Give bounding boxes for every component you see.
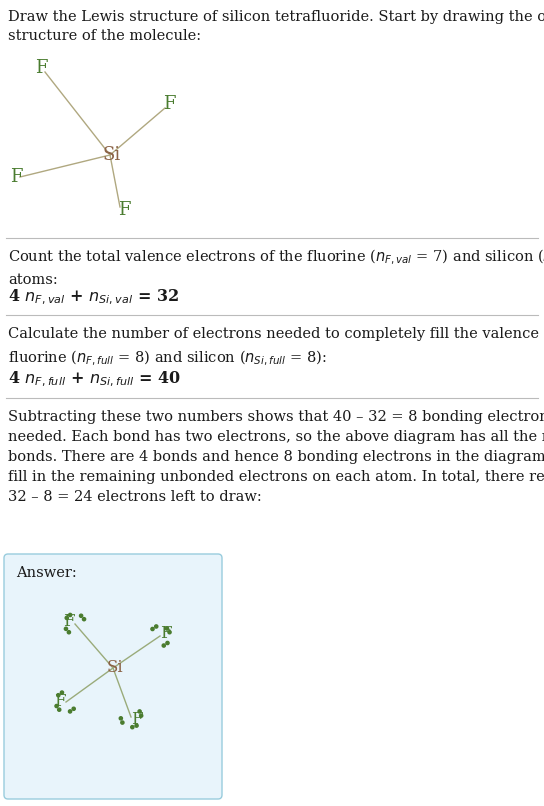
Text: Draw the Lewis structure of silicon tetrafluoride. Start by drawing the overall
: Draw the Lewis structure of silicon tetr…: [8, 10, 544, 44]
Text: Si: Si: [107, 659, 123, 676]
Circle shape: [69, 613, 72, 617]
Text: F: F: [131, 712, 143, 729]
Text: Si: Si: [103, 146, 121, 164]
Circle shape: [166, 642, 169, 645]
Text: F: F: [54, 693, 66, 711]
Circle shape: [60, 691, 64, 694]
Circle shape: [57, 694, 60, 697]
Circle shape: [67, 630, 71, 634]
Text: F: F: [10, 168, 22, 186]
Text: Count the total valence electrons of the fluorine ($n_{F,val}$ = 7) and silicon : Count the total valence electrons of the…: [8, 248, 544, 288]
Text: 4 $n_{F,val}$ + $n_{Si,val}$ = 32: 4 $n_{F,val}$ + $n_{Si,val}$ = 32: [8, 288, 179, 307]
Circle shape: [140, 714, 143, 717]
Circle shape: [138, 710, 141, 713]
Text: F: F: [118, 201, 130, 219]
Circle shape: [131, 725, 134, 729]
Circle shape: [79, 614, 83, 617]
Circle shape: [151, 627, 154, 630]
Circle shape: [154, 625, 158, 628]
Circle shape: [119, 717, 122, 720]
Circle shape: [83, 617, 85, 621]
Circle shape: [162, 644, 165, 647]
FancyBboxPatch shape: [4, 554, 222, 799]
Text: F: F: [160, 625, 172, 642]
Text: Answer:: Answer:: [16, 566, 77, 580]
Circle shape: [69, 710, 72, 713]
Circle shape: [165, 627, 169, 630]
Text: 4 $n_{F,full}$ + $n_{Si,full}$ = 40: 4 $n_{F,full}$ + $n_{Si,full}$ = 40: [8, 370, 181, 389]
Text: Calculate the number of electrons needed to completely fill the valence shells f: Calculate the number of electrons needed…: [8, 327, 544, 368]
Circle shape: [121, 721, 124, 724]
Circle shape: [168, 630, 171, 634]
Circle shape: [135, 724, 138, 727]
Circle shape: [64, 627, 67, 630]
Circle shape: [72, 707, 75, 710]
Circle shape: [58, 708, 61, 711]
Text: F: F: [163, 95, 175, 113]
Circle shape: [55, 704, 58, 708]
Text: F: F: [35, 59, 47, 77]
Circle shape: [65, 617, 69, 620]
Text: Subtracting these two numbers shows that 40 – 32 = 8 bonding electrons are
neede: Subtracting these two numbers shows that…: [8, 410, 544, 505]
Text: F: F: [63, 613, 75, 629]
